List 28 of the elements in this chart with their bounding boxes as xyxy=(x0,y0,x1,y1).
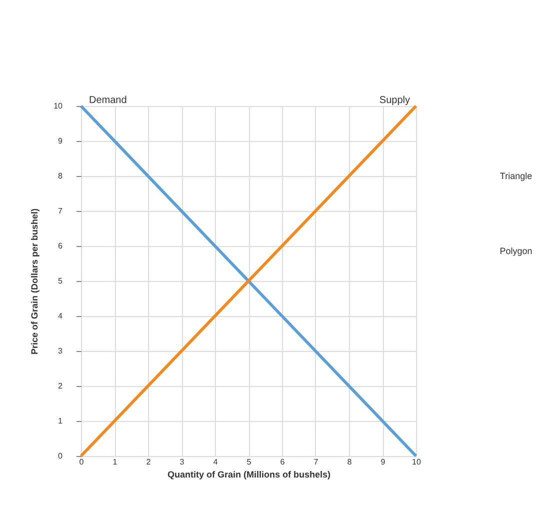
x-tick-label: 10 xyxy=(412,458,422,466)
y-tick-label: 1 xyxy=(58,416,64,426)
y-tick-label: 6 xyxy=(58,242,64,250)
y-tick-label: 9 xyxy=(58,136,64,146)
text: Triangle xyxy=(500,171,532,181)
x-tick-label: 5 xyxy=(246,458,252,466)
x-tick-label: 6 xyxy=(280,458,286,466)
x-tick-label: 1 xyxy=(112,458,118,466)
series-label: Demand xyxy=(89,95,127,106)
y-tick-label: 8 xyxy=(58,172,64,180)
x-tick-label: 0 xyxy=(79,458,84,466)
y-tick-label: 10 xyxy=(54,102,64,110)
series-label: Supply xyxy=(379,95,410,106)
text: Polygon xyxy=(500,246,532,256)
x-tick-label: 2 xyxy=(146,458,152,466)
y-axis-title: Price of Grain (Dollars per bushel) xyxy=(30,208,40,355)
y-tick-label: 4 xyxy=(58,312,64,320)
y-tick-label: 3 xyxy=(58,346,64,356)
x-tick-label: 9 xyxy=(380,458,386,466)
y-tick-label: 5 xyxy=(58,276,64,286)
y-tick-label: 2 xyxy=(58,382,64,390)
y-tick-label: 7 xyxy=(58,206,64,216)
x-tick-label: 4 xyxy=(213,458,218,466)
x-axis-title: Quantity of Grain (Millions of bushels) xyxy=(167,470,331,480)
x-tick-label: 7 xyxy=(314,458,319,466)
x-tick-label: 8 xyxy=(347,458,352,466)
y-tick-label: 0 xyxy=(58,452,64,460)
x-tick-label: 3 xyxy=(180,458,185,466)
